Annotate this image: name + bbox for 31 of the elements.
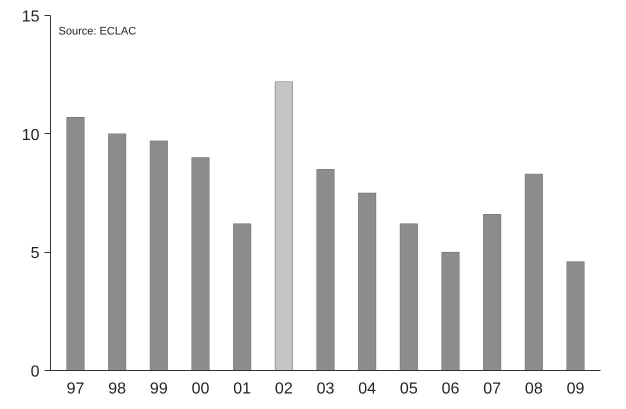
x-tick-label: 01 (233, 380, 252, 398)
y-tick-label: 10 (22, 126, 40, 144)
bar (358, 192, 376, 370)
bar (274, 82, 293, 370)
bar (400, 224, 418, 370)
x-tick-label: 05 (400, 380, 418, 398)
x-tick-label: 09 (566, 380, 584, 398)
bar (566, 261, 584, 370)
y-tick-label: 15 (22, 8, 40, 26)
bar (442, 252, 460, 370)
bar (316, 169, 334, 370)
y-tick-label: 0 (30, 364, 40, 380)
x-tick-label: 07 (483, 380, 502, 398)
x-tick-label: 98 (108, 380, 126, 398)
x-tick-label: 00 (192, 380, 210, 398)
bar (150, 140, 168, 370)
x-tick-label: 06 (442, 380, 460, 398)
x-tick-label: 02 (274, 380, 293, 398)
annotation: Source: ECLAC (58, 26, 136, 38)
x-tick-label: 97 (66, 380, 84, 398)
bar (66, 117, 84, 370)
bar (524, 174, 543, 370)
bar (192, 157, 210, 370)
bar (108, 134, 126, 370)
bar (233, 224, 252, 370)
x-tick-label: 08 (524, 380, 543, 398)
x-tick-label: 99 (150, 380, 168, 398)
bar (483, 214, 502, 370)
y-tick-label: 5 (30, 245, 40, 262)
x-tick-label: 03 (316, 380, 334, 398)
x-tick-label: 04 (358, 380, 376, 398)
